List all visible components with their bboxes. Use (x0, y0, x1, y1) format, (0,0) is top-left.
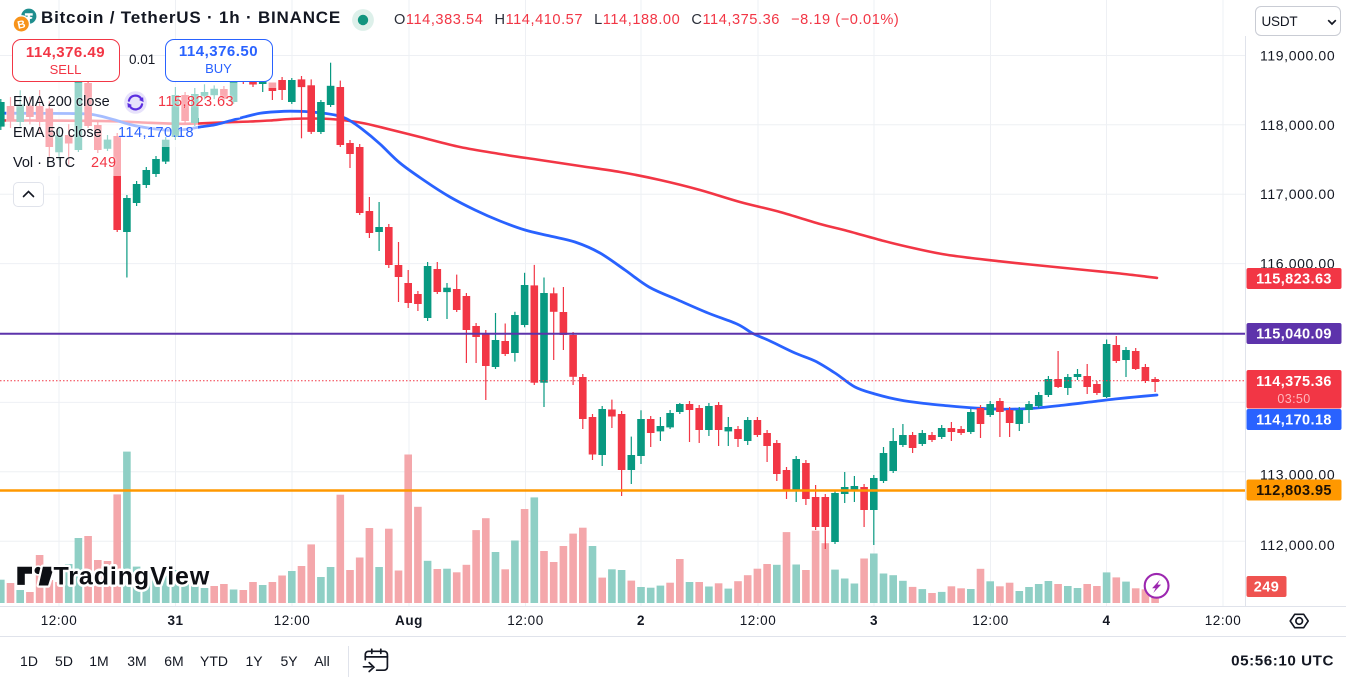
svg-text:118,000.00: 118,000.00 (1260, 117, 1335, 133)
svg-text:117,000.00: 117,000.00 (1260, 186, 1335, 202)
svg-text:03:50: 03:50 (1277, 392, 1310, 406)
svg-text:12:00: 12:00 (41, 613, 78, 628)
svg-text:4: 4 (1102, 613, 1110, 628)
svg-text:12:00: 12:00 (972, 613, 1009, 628)
svg-text:12:00: 12:00 (1205, 613, 1242, 628)
svg-text:116,000.00: 116,000.00 (1260, 256, 1335, 272)
svg-text:2: 2 (637, 613, 645, 628)
svg-text:12:00: 12:00 (740, 613, 777, 628)
svg-text:1D: 1D (20, 653, 38, 669)
svg-text:112,803.95: 112,803.95 (1256, 483, 1332, 499)
svg-text:112,000.00: 112,000.00 (1260, 537, 1335, 553)
svg-text:Aug: Aug (395, 613, 423, 628)
svg-text:114,375.36: 114,375.36 (1256, 374, 1332, 390)
svg-text:1M: 1M (89, 653, 108, 669)
svg-text:YTD: YTD (200, 653, 228, 669)
svg-text:119,000.00: 119,000.00 (1260, 48, 1335, 64)
svg-text:114,170.18: 114,170.18 (1256, 413, 1332, 429)
svg-text:1Y: 1Y (245, 653, 263, 669)
svg-text:B: B (16, 18, 26, 31)
svg-text:115,040.09: 115,040.09 (1256, 327, 1332, 343)
svg-text:3M: 3M (127, 653, 146, 669)
svg-text:3: 3 (870, 613, 878, 628)
svg-text:113,000.00: 113,000.00 (1260, 467, 1335, 483)
svg-text:31: 31 (167, 613, 183, 628)
svg-text:249: 249 (1254, 580, 1279, 596)
svg-text:12:00: 12:00 (274, 613, 311, 628)
svg-text:5D: 5D (55, 653, 73, 669)
svg-text:12:00: 12:00 (507, 613, 544, 628)
svg-text:All: All (314, 653, 330, 669)
svg-text:115,823.63: 115,823.63 (1256, 272, 1332, 288)
svg-text:05:56:10 UTC: 05:56:10 UTC (1231, 653, 1334, 670)
svg-text:6M: 6M (164, 653, 183, 669)
svg-text:TradingView: TradingView (54, 563, 211, 591)
svg-text:5Y: 5Y (280, 653, 298, 669)
